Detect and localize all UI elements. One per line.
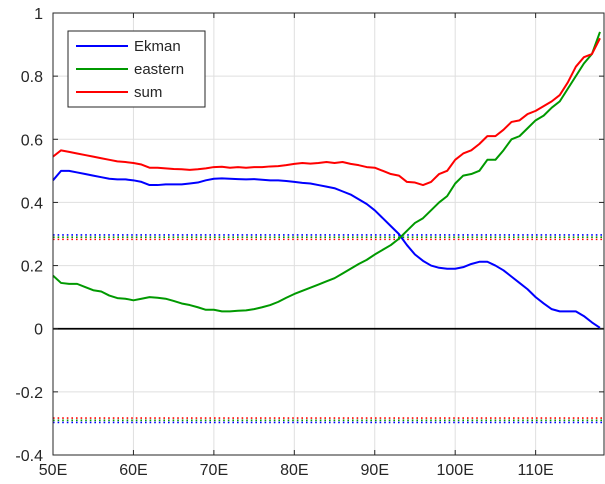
series-lines <box>52 31 601 329</box>
y-tick-label: 0.6 <box>21 132 43 149</box>
reference-lines <box>53 234 604 424</box>
legend-label-eastern: eastern <box>134 61 184 78</box>
y-tick-label: -0.2 <box>15 385 43 402</box>
y-tick-label: 0 <box>34 322 43 339</box>
series-line-ekman <box>52 169 601 329</box>
legend: Ekman eastern sum <box>67 30 206 108</box>
x-tick-label: 110E <box>518 462 554 479</box>
x-tick-label: 50E <box>39 462 67 479</box>
x-tick-label: 60E <box>119 462 147 479</box>
x-tick-label: 90E <box>361 462 389 479</box>
axis-ticks: 50E 60E 70E 80E 90E 100E 110E -0.4 -0.2 0 0.2 0.4 0.… <box>15 6 604 479</box>
y-tick-label: 0.4 <box>21 195 43 212</box>
series-line-sum <box>52 37 601 187</box>
plot-frame <box>52 12 605 456</box>
x-tick-label: 80E <box>280 462 308 479</box>
x-tick-label: 70E <box>200 462 228 479</box>
series-line-eastern <box>52 31 601 313</box>
y-tick-label: 0.2 <box>21 259 43 276</box>
x-tick-label: 100E <box>437 462 474 479</box>
legend-label-sum: sum <box>134 84 162 101</box>
y-tick-label: 0.8 <box>21 69 43 86</box>
y-tick-label: 1 <box>34 6 43 23</box>
y-tick-label: -0.4 <box>15 448 43 465</box>
legend-label-ekman: Ekman <box>134 38 181 55</box>
